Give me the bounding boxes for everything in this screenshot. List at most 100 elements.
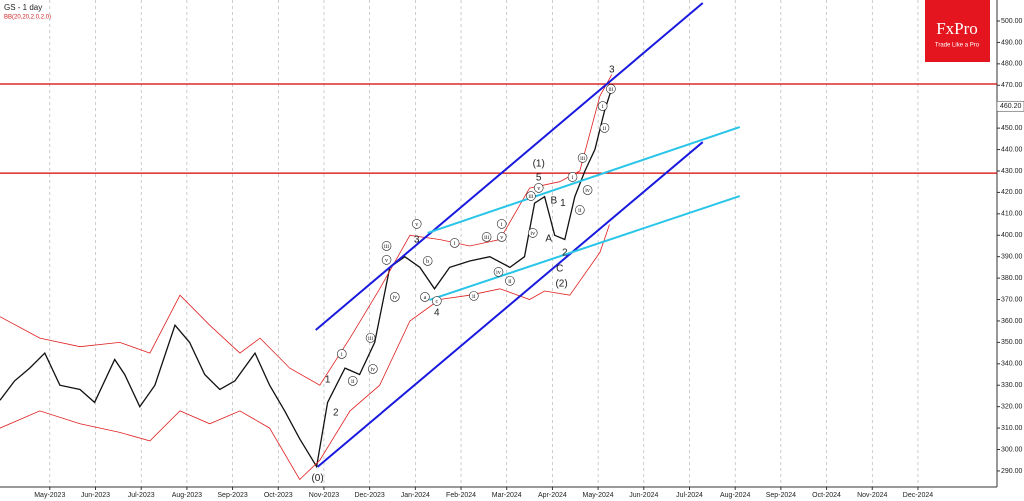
wave-label: ii	[578, 208, 582, 214]
wave-label: ii	[351, 379, 355, 385]
x-tick-label: Jun-2024	[629, 492, 658, 499]
y-tick-label: 330.00	[1001, 382, 1023, 389]
wave-label: iv	[530, 231, 535, 237]
wave-circle	[336, 349, 347, 359]
wave-label: i	[572, 175, 574, 181]
trend-line	[316, 141, 704, 468]
wave-circle	[469, 291, 479, 301]
wave-label: 3	[414, 235, 420, 246]
logo-name: FxPro	[936, 19, 978, 38]
wave-label: iv	[496, 270, 501, 276]
wave-label: iii	[368, 336, 373, 342]
x-tick-label: Dec-2023	[354, 492, 384, 499]
y-tick-label: 320.00	[1001, 403, 1023, 410]
wave-label: i	[501, 222, 503, 228]
wave-label: iii	[580, 156, 585, 162]
wave-circle	[449, 238, 460, 248]
wave-label: 3	[609, 65, 615, 76]
y-tick-label: 360.00	[1001, 318, 1023, 325]
x-tick-label: Mar-2024	[492, 492, 522, 499]
x-tick-label: Jul-2023	[128, 492, 155, 499]
wave-label: 1	[325, 375, 331, 386]
y-tick-label: 340.00	[1001, 361, 1023, 368]
wave-circle	[577, 153, 588, 163]
y-tick-label: 300.00	[1001, 446, 1023, 453]
x-tick-label: Aug-2024	[720, 492, 750, 499]
price-tag-label: 460.20	[1000, 103, 1022, 110]
wave-circle	[365, 333, 376, 343]
x-tick-label: Jan-2024	[401, 492, 430, 499]
y-tick-label: 470.00	[1001, 82, 1023, 89]
wave-label: C	[556, 264, 563, 275]
wave-label: i	[602, 104, 604, 110]
wave-label: i	[341, 352, 343, 358]
wave-label: 4	[434, 308, 440, 319]
wave-circle	[347, 376, 358, 386]
y-tick-label: 500.00	[1001, 18, 1023, 25]
logo-tagline: Trade Like a Pro	[935, 43, 980, 49]
y-tick-label: 290.00	[1001, 468, 1023, 475]
y-tick-label: 410.00	[1001, 211, 1023, 218]
wave-circle	[567, 172, 578, 182]
wave-circle	[381, 255, 392, 265]
wave-label: iii	[384, 244, 389, 250]
wave-label: iv	[392, 295, 397, 301]
wave-label: 2	[333, 408, 339, 419]
band-line	[0, 74, 613, 386]
wave-circle	[493, 267, 504, 277]
wave-label: (0)	[311, 473, 323, 484]
x-tick-label: Nov-2024	[857, 492, 887, 499]
wave-label: iii	[528, 194, 533, 200]
trend-line	[429, 195, 741, 301]
x-tick-label: May-2024	[583, 492, 614, 499]
wave-label: 2	[562, 248, 568, 259]
indicator-label: BB(20,20,2.0,2.0)	[4, 15, 51, 21]
y-tick-label: 490.00	[1001, 39, 1023, 46]
y-tick-label: 350.00	[1001, 339, 1023, 346]
y-tick-label: 310.00	[1001, 425, 1023, 432]
wave-circle	[606, 84, 616, 94]
wave-label: A	[545, 234, 552, 245]
y-tick-label: 450.00	[1001, 125, 1023, 132]
wave-circle	[597, 101, 608, 111]
wave-circle	[496, 219, 507, 229]
y-tick-label: 380.00	[1001, 275, 1023, 282]
wave-circle	[368, 364, 378, 374]
price-tag	[996, 100, 1024, 112]
x-tick-label: May-2023	[34, 492, 65, 499]
x-tick-label: Feb-2024	[446, 492, 476, 499]
wave-circle	[432, 296, 442, 306]
wave-label: iii	[608, 87, 613, 93]
wave-label: i	[454, 241, 456, 247]
wave-label: ii	[603, 126, 607, 132]
wave-label: v	[500, 235, 503, 241]
trend-line	[315, 2, 704, 331]
wave-label: iii	[484, 235, 489, 241]
wave-label: b	[426, 259, 429, 265]
y-tick-label: 480.00	[1001, 61, 1023, 68]
wave-circle	[420, 292, 430, 302]
wave-label: (2)	[555, 279, 567, 290]
wave-label: v	[415, 222, 418, 228]
x-tick-label: Sep-2023	[217, 492, 247, 499]
wave-label: 1	[560, 198, 566, 209]
wave-label: a	[424, 295, 427, 301]
y-tick-label: 370.00	[1001, 296, 1023, 303]
y-tick-label: 390.00	[1001, 254, 1023, 261]
wave-label: iv	[585, 188, 590, 194]
chart-title: GS - 1 day	[4, 3, 42, 12]
wave-circle	[575, 205, 585, 215]
wave-circle	[527, 228, 538, 238]
price-line	[0, 85, 614, 469]
x-tick-label: Sep-2024	[766, 492, 796, 499]
wave-circle	[381, 241, 392, 251]
wave-label: 5	[536, 173, 542, 184]
wave-circle	[533, 183, 544, 193]
x-tick-label: Aug-2023	[172, 492, 202, 499]
wave-label: v	[537, 186, 540, 192]
x-tick-label: Dec-2024	[903, 492, 933, 499]
x-tick-label: Oct-2024	[812, 492, 841, 499]
trend-line	[427, 126, 741, 234]
y-tick-label: 440.00	[1001, 146, 1023, 153]
